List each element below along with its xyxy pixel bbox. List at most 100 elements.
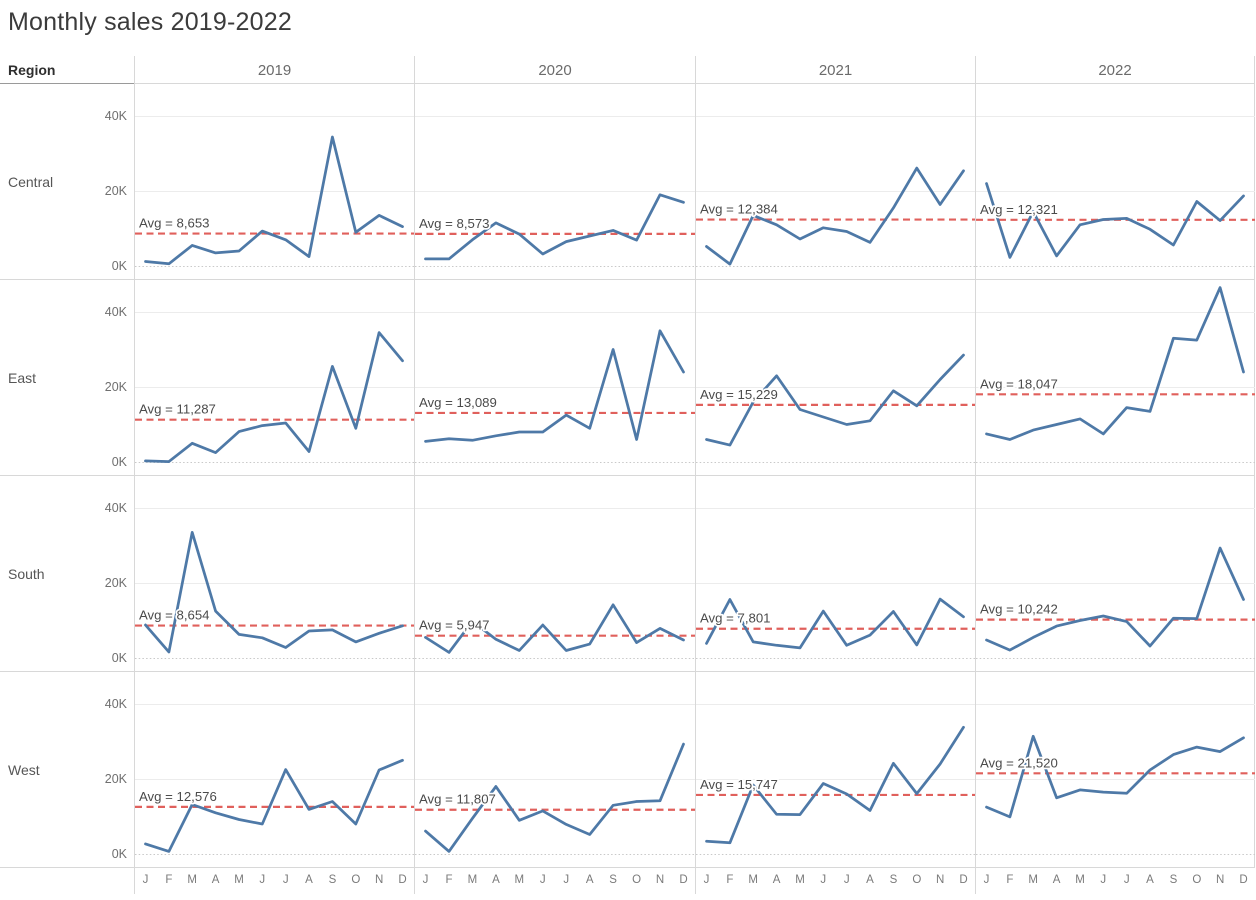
panel-central-2022[interactable]: Avg = 12,321 [975,84,1255,279]
panel-south-2022[interactable]: Avg = 10,242 [975,476,1255,671]
sales-line-west-2020[interactable] [424,742,685,853]
avg-label: Avg = 12,321 [980,202,1058,217]
sales-line-central-2019[interactable] [144,135,404,266]
region-label-west: West [8,761,40,778]
region-row-east: East 40K 20K 0K Avg = 11,287 Avg = 13,089 Avg … [0,280,1255,476]
sales-line-central-2022[interactable] [985,182,1245,259]
month-tick-label: J [563,874,569,886]
sales-line-east-2021[interactable] [705,353,965,447]
page-title: Monthly sales 2019-2022 [8,8,292,36]
sales-line-east-2022[interactable] [985,286,1245,441]
month-tick-label: A [212,874,220,886]
panel-east-2021[interactable]: Avg = 15,229 [695,280,975,475]
month-tick-label: F [165,874,172,886]
month-tick-label: J [259,874,265,886]
sales-line-south-2019[interactable] [144,531,404,654]
panel-south-2021[interactable]: Avg = 7,801 [695,476,975,671]
panel-east-2022[interactable]: Avg = 18,047 [975,280,1255,475]
panel-central-2021[interactable]: Avg = 12,384 [695,84,975,279]
month-tick-label: O [632,874,641,886]
sales-line-east-2020[interactable] [424,329,685,443]
month-tick-label: D [1239,874,1247,886]
year-header-2020[interactable]: 2020 [414,56,695,84]
month-tick-label: S [890,874,898,886]
avg-label: Avg = 11,287 [139,402,216,417]
avg-label: Avg = 12,576 [139,789,217,804]
axis-spacer [0,868,134,894]
panel-west-2021[interactable]: Avg = 15,747 [695,672,975,867]
month-tick-label: M [1028,874,1038,886]
month-tick-label: J [423,874,429,886]
avg-label: Avg = 10,242 [980,602,1058,617]
month-tick-label: M [748,874,758,886]
month-tick-label: O [912,874,921,886]
panel-east-2019[interactable]: Avg = 11,287 [134,280,414,475]
month-tick-label: D [679,874,687,886]
year-header-2019[interactable]: 2019 [134,56,414,84]
month-tick-label: A [1053,874,1061,886]
panel-south-2019[interactable]: Avg = 8,654 [134,476,414,671]
month-tick-label: A [1146,874,1154,886]
y-axis-tick-20k: 20K [104,772,127,786]
month-tick-label: J [820,874,826,886]
avg-label: Avg = 15,747 [700,777,778,792]
y-axis-tick-40k: 40K [104,501,127,515]
row-header-cell-south[interactable]: South 40K 20K 0K [0,476,134,671]
month-tick-label: O [351,874,360,886]
month-tick-label: J [1100,874,1106,886]
sales-line-central-2020[interactable] [424,193,685,261]
y-axis-tick-40k: 40K [104,109,127,123]
month-tick-label: A [492,874,500,886]
sales-line-west-2019[interactable] [144,758,404,853]
year-header-2021[interactable]: 2021 [695,56,975,84]
panel-east-2020[interactable]: Avg = 13,089 [414,280,695,475]
panel-west-2019[interactable]: Avg = 12,576 [134,672,414,867]
month-tick-label: N [656,874,664,886]
panel-south-2020[interactable]: Avg = 5,947 [414,476,695,671]
region-label-south: South [8,565,45,582]
region-label-central: Central [8,173,54,190]
month-tick-label: J [143,874,149,886]
sales-line-west-2021[interactable] [705,725,965,845]
sales-line-west-2022[interactable] [985,734,1245,819]
month-tick-label: F [445,874,452,886]
panel-west-2020[interactable]: Avg = 11,807 [414,672,695,867]
year-header-2022[interactable]: 2022 [975,56,1255,84]
row-header-cell-central[interactable]: Central 40K 20K 0K [0,84,134,279]
region-field-label[interactable]: Region [0,56,134,84]
avg-label: Avg = 5,947 [419,618,490,633]
y-axis-tick-0k: 0K [111,847,127,861]
sales-line-south-2022[interactable] [985,546,1245,652]
month-tick-label: A [586,874,594,886]
sales-line-south-2020[interactable] [424,603,685,654]
month-tick-label: O [1192,874,1201,886]
month-tick-label: M [468,874,478,886]
y-axis-tick-0k: 0K [111,651,127,665]
avg-label: Avg = 12,384 [700,202,778,217]
month-tick-label: D [398,874,406,886]
sales-line-central-2021[interactable] [705,166,965,266]
month-tick-label: M [234,874,244,886]
month-tick-label: A [305,874,313,886]
month-tick-label: F [726,874,733,886]
month-tick-label: N [1216,874,1224,886]
row-header-cell-east[interactable]: East 40K 20K 0K [0,280,134,475]
row-header-cell-west[interactable]: West 40K 20K 0K [0,672,134,867]
avg-label: Avg = 8,573 [419,216,490,231]
y-axis-tick-0k: 0K [111,455,127,469]
y-axis-tick-20k: 20K [104,380,127,394]
column-header-row: Region 2019 2020 2021 2022 [0,56,1255,84]
month-tick-label: J [283,874,289,886]
panel-central-2019[interactable]: Avg = 8,653 [134,84,414,279]
sales-line-south-2021[interactable] [705,597,965,650]
panel-west-2022[interactable]: Avg = 21,520 [975,672,1255,867]
panel-central-2020[interactable]: Avg = 8,573 [414,84,695,279]
region-row-central: Central 40K 20K 0K Avg = 8,653 Avg = 8,573 Avg… [0,84,1255,280]
sales-line-east-2019[interactable] [144,331,404,463]
avg-label: Avg = 13,089 [419,395,497,410]
